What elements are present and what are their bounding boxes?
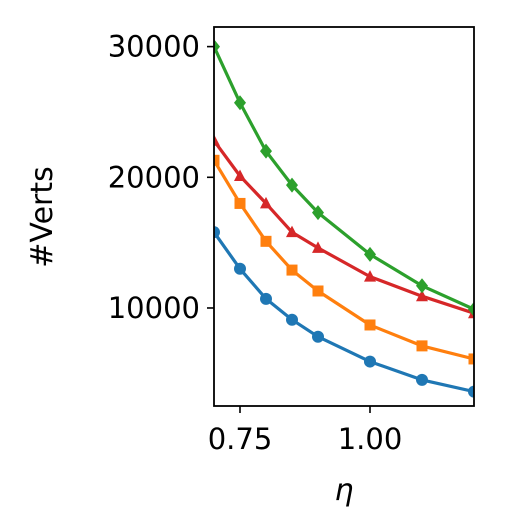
series-2 — [214, 154, 474, 365]
series-4 — [214, 39, 474, 317]
series-3-point-6 — [364, 270, 376, 282]
series-4-point-5 — [312, 205, 324, 221]
series-1 — [214, 226, 474, 398]
series-3-point-5 — [312, 241, 324, 253]
series-3-line — [214, 139, 474, 315]
series-2-point-2 — [234, 197, 246, 209]
series-4-point-6 — [364, 246, 376, 262]
axes-frame — [213, 26, 475, 407]
series-1-point-7 — [416, 373, 428, 386]
y-tick-label-1: 10000 — [108, 291, 200, 325]
series-layer — [214, 39, 474, 398]
series-4-point-2 — [234, 95, 246, 111]
series-2-point-6 — [364, 319, 376, 331]
series-3-point-3 — [260, 196, 272, 209]
series-3-point-4 — [286, 225, 298, 238]
series-2-line — [214, 158, 474, 361]
y-tick-label-3: 30000 — [108, 30, 200, 64]
series-4-point-8 — [468, 301, 474, 317]
series-1-point-5 — [312, 330, 324, 343]
series-3-point-1 — [214, 134, 220, 146]
series-1-point-4 — [286, 313, 298, 326]
series-1-point-2 — [234, 262, 246, 275]
x-axis: 0.75 1.00 — [208, 406, 403, 456]
y-axis-title: #Verts — [25, 166, 60, 268]
series-2-point-7 — [416, 340, 428, 352]
series-3-point-7 — [416, 289, 428, 302]
x-tick-label-1: 0.75 — [208, 422, 273, 456]
series-2-point-8 — [468, 353, 474, 365]
series-3-point-2 — [234, 169, 246, 181]
series-1-point-3 — [260, 292, 272, 305]
series-1-point-6 — [364, 355, 376, 368]
y-tick-label-2: 20000 — [108, 160, 200, 194]
series-2-point-5 — [312, 285, 324, 297]
series-4-point-1 — [214, 39, 220, 55]
series-4-point-3 — [260, 143, 272, 159]
series-2-point-3 — [260, 235, 272, 247]
series-1-point-1 — [214, 226, 220, 239]
series-1-point-8 — [468, 385, 474, 398]
series-2-point-4 — [286, 264, 298, 276]
series-4-point-4 — [286, 177, 298, 193]
series-1-line — [214, 230, 474, 394]
series-4-point-7 — [416, 278, 428, 294]
series-3 — [214, 134, 474, 319]
series-4-line — [214, 44, 474, 311]
y-axis: 10000 20000 30000 — [108, 30, 214, 325]
x-tick-label-2: 1.00 — [338, 422, 403, 456]
series-2-point-1 — [214, 154, 220, 166]
x-axis-title: η — [334, 473, 353, 508]
